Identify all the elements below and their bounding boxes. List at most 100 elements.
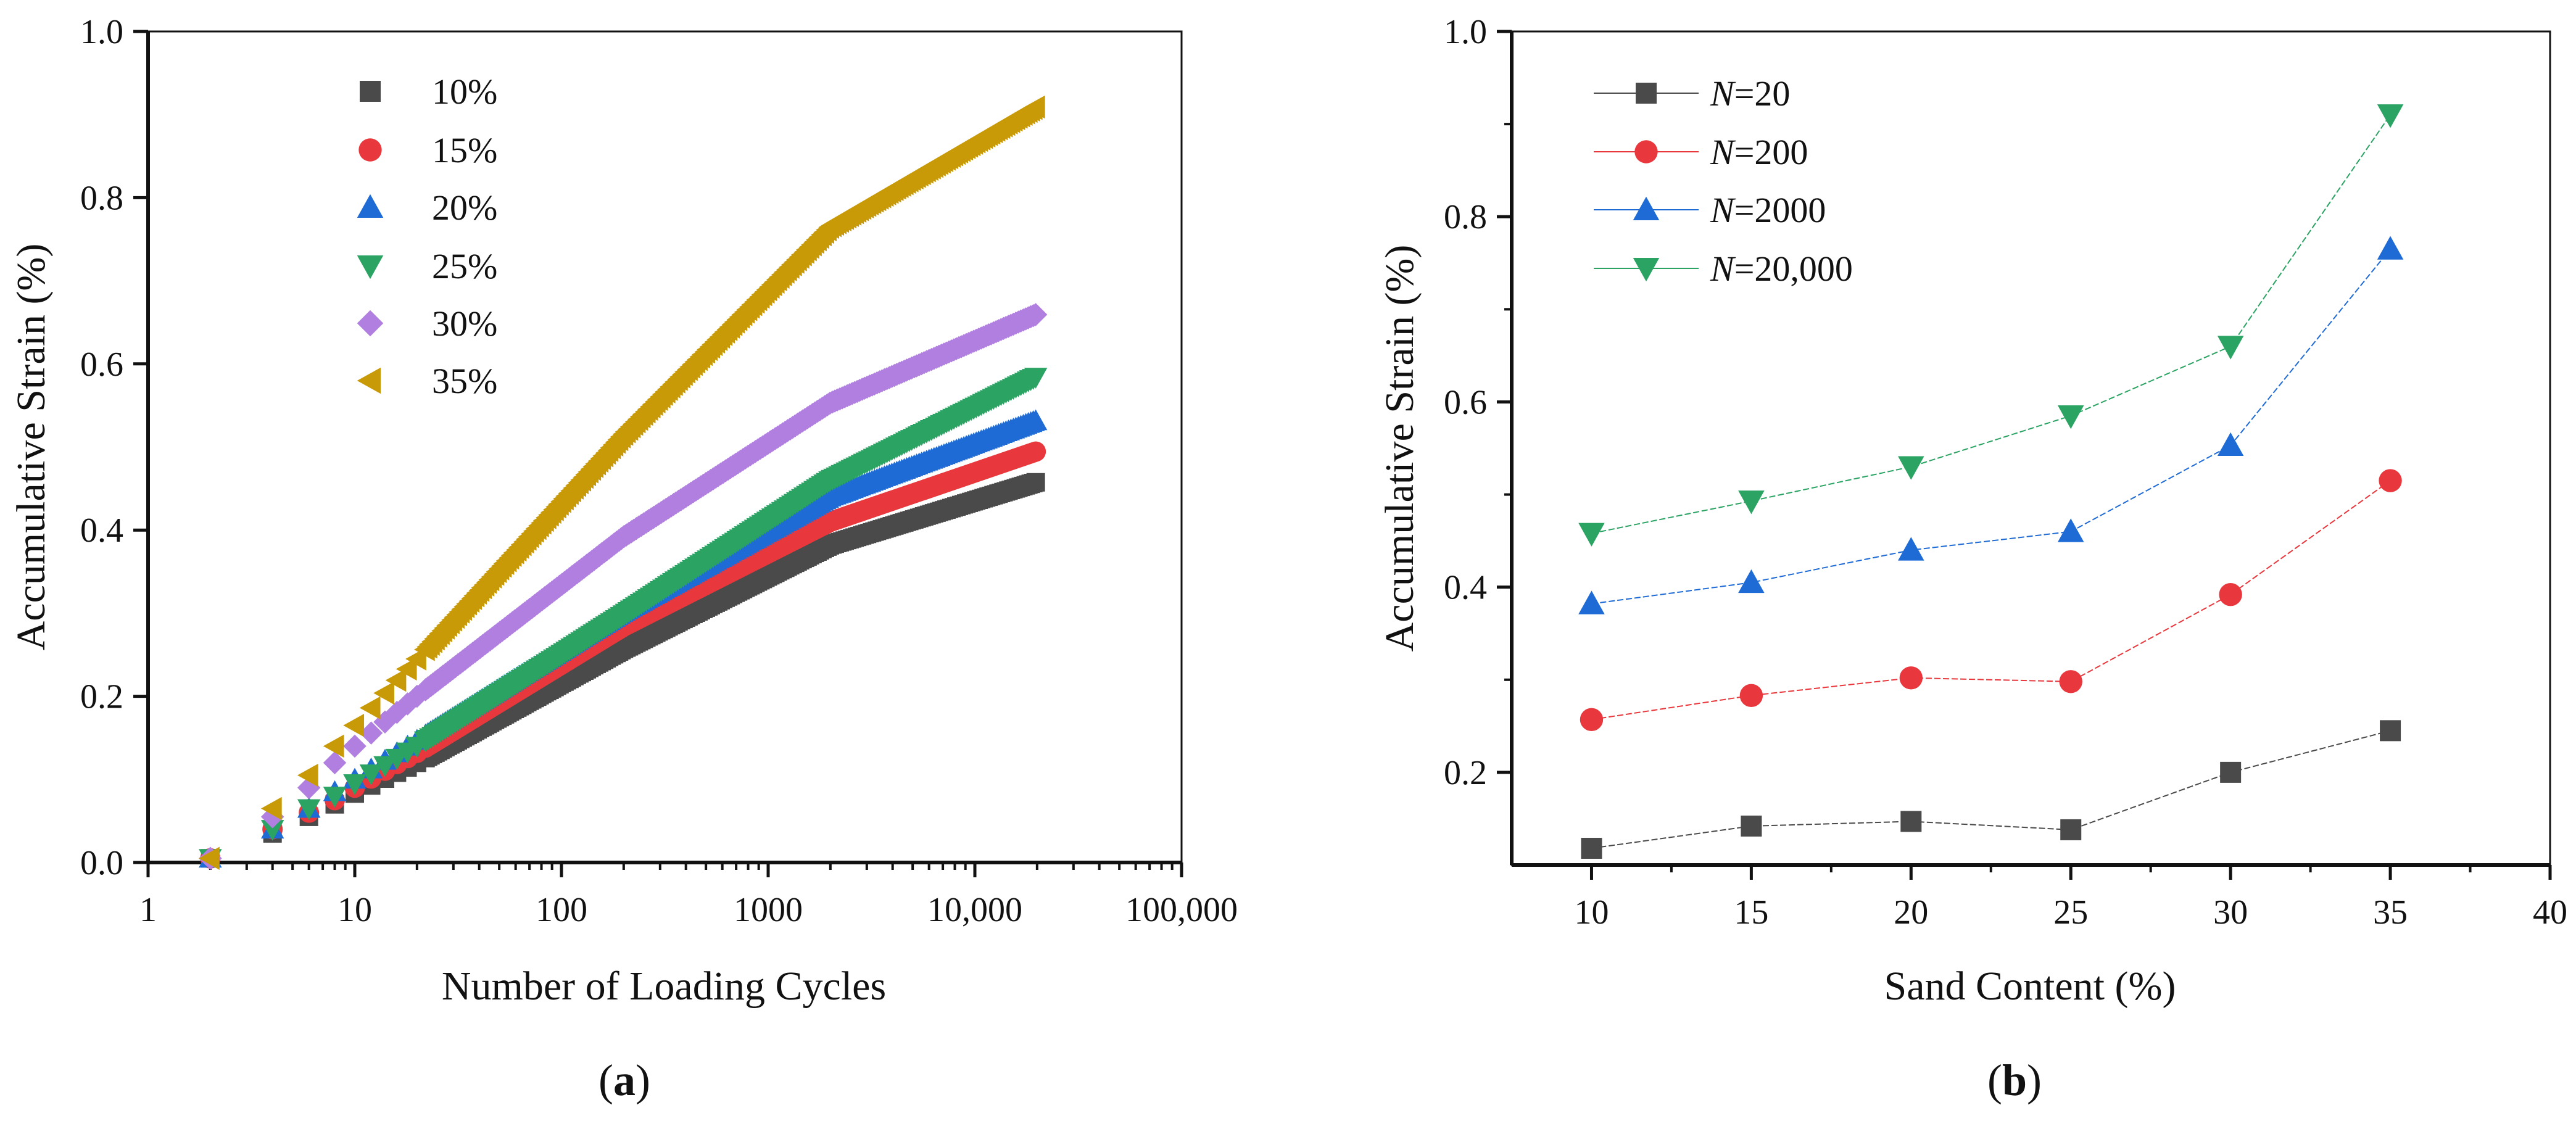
legend-item: 35%	[357, 361, 497, 401]
y-tick-label: 0.2	[80, 678, 123, 716]
data-point	[359, 721, 383, 745]
data-point	[2217, 432, 2244, 456]
y-tick-label: 0.0	[80, 844, 123, 882]
data-point	[1024, 95, 1045, 119]
panel-a: 1 10 100 1000 10,000 100,000 0.0 0.2 0.4 0.6 0.8 1.…	[9, 13, 1238, 1105]
data-point	[260, 796, 282, 821]
data-point	[199, 846, 220, 871]
data-point	[1900, 811, 1922, 832]
data-point	[1578, 523, 1605, 547]
legend-marker	[358, 138, 382, 162]
legend-item: N=20	[1594, 73, 1790, 114]
series-line	[1591, 249, 2391, 605]
data-point	[373, 756, 397, 777]
series-0	[1581, 720, 2401, 859]
data-point	[1026, 473, 1045, 492]
data-point	[297, 799, 321, 821]
data-point	[1739, 684, 1763, 707]
data-point	[359, 696, 381, 720]
series-line	[1591, 730, 2391, 849]
x-tick-label: 30	[2213, 893, 2248, 932]
data-point	[1898, 456, 1924, 480]
legend-item: N=200	[1594, 132, 1808, 172]
legend-label-value: =200	[1734, 132, 1808, 172]
data-point	[2060, 819, 2082, 840]
legend-marker	[1634, 140, 1658, 163]
series-4	[199, 303, 1048, 871]
legend-label-value: =2000	[1734, 190, 1826, 230]
series-2	[1578, 236, 2404, 614]
y-tick-label: 1.0	[80, 13, 123, 51]
legend-label: N=20	[1710, 73, 1790, 114]
data-point	[323, 734, 344, 758]
data-point	[1581, 837, 1602, 859]
legend-marker	[357, 255, 384, 279]
legend-marker	[360, 81, 381, 102]
legend-marker	[1633, 196, 1660, 220]
series-3	[1578, 104, 2404, 547]
legend-label: 30%	[432, 304, 497, 344]
legend-label: N=200	[1710, 132, 1808, 172]
legend-marker	[357, 310, 384, 337]
legend-item: 20%	[357, 188, 497, 228]
x-tick-label: 10,000	[927, 891, 1022, 929]
panel-b: 10 15 20 25 30 35 40 0.2 0.4 0.6 0.8 1.0 Sand Conten…	[1377, 13, 2567, 1105]
y-axis-title: Accumulative Strain (%)	[9, 244, 54, 651]
legend-marker	[1633, 258, 1660, 282]
x-axis-title: Sand Content (%)	[1884, 964, 2176, 1009]
legend-marker	[1636, 83, 1657, 104]
legend-label: 10%	[432, 72, 497, 112]
y-tick-label: 0.8	[80, 179, 123, 217]
data-point	[385, 668, 407, 692]
x-tick-label: 35	[2373, 893, 2408, 932]
data-point	[1024, 303, 1048, 326]
legend-label-variable: N	[1710, 249, 1736, 289]
legend-label: 20%	[432, 188, 497, 228]
y-tick-label: 0.4	[80, 511, 123, 550]
y-tick-label: 0.2	[1444, 754, 1487, 792]
data-point	[1024, 368, 1048, 389]
x-tick-label: 15	[1734, 893, 1768, 932]
y-tick-label: 0.6	[80, 345, 123, 384]
y-axis-title: Accumulative Strain (%)	[1377, 245, 1422, 652]
panel-label-close: )	[636, 1056, 650, 1105]
data-point	[1899, 666, 1923, 690]
legend-label: N=20,000	[1710, 249, 1853, 289]
data-point	[343, 734, 367, 758]
legend-label: 15%	[432, 130, 497, 170]
series-line	[1591, 114, 2391, 534]
legend-item: 25%	[357, 246, 497, 286]
data-point	[297, 763, 318, 787]
data-point	[359, 764, 383, 785]
data-point	[1898, 537, 1924, 561]
panel-label: (b)	[1987, 1056, 2042, 1105]
series-line	[1591, 480, 2391, 721]
panel-label: (a)	[598, 1056, 650, 1105]
panel-label-open: (	[598, 1056, 613, 1105]
data-point	[2057, 405, 2084, 429]
data-point	[2377, 236, 2404, 260]
data-point	[2380, 720, 2401, 742]
panel-label-open: (	[1987, 1056, 2002, 1105]
legend-marker	[357, 367, 381, 394]
legend-item: 30%	[357, 304, 497, 344]
y-tick-label: 0.4	[1444, 569, 1487, 607]
legend-label-value: =20	[1734, 73, 1791, 114]
series-5	[199, 95, 1045, 871]
x-tick-label: 100,000	[1125, 891, 1238, 929]
y-tick-label: 0.8	[1444, 198, 1487, 236]
x-tick-label: 10	[1574, 893, 1609, 932]
x-tick-label: 10	[338, 891, 372, 929]
y-tick-label: 0.6	[1444, 383, 1487, 421]
data-point	[343, 774, 367, 795]
data-point	[2059, 670, 2082, 693]
data-point	[2219, 582, 2242, 606]
x-axis-title: Number of Loading Cycles	[442, 964, 886, 1009]
legend-item: N=20,000	[1594, 249, 1853, 289]
series-3	[199, 368, 1048, 871]
data-point	[323, 787, 347, 808]
x-tick-label: 40	[2533, 893, 2567, 932]
x-tick-label: 20	[1894, 893, 1928, 932]
